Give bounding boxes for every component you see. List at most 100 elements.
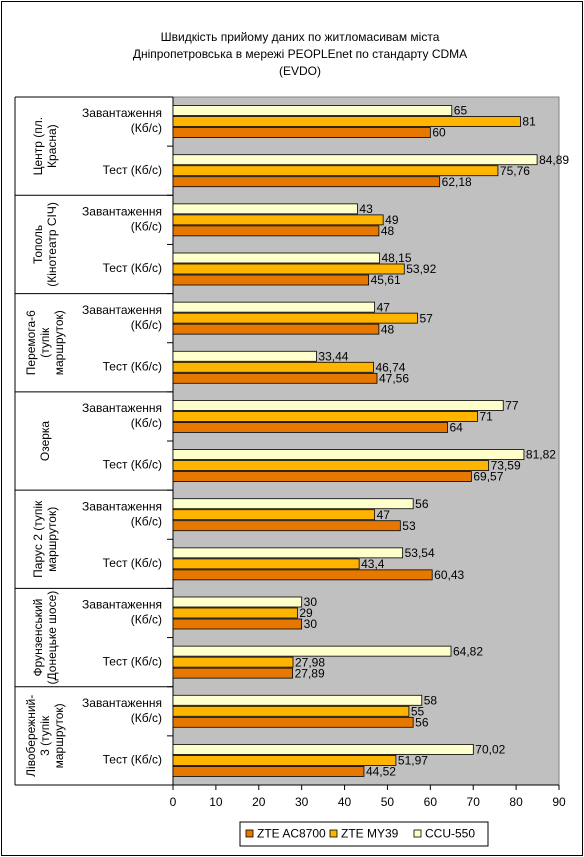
value-label: 57: [419, 311, 433, 325]
category-label: (Кб/с): [131, 711, 162, 725]
category-label: (Кб/с): [131, 416, 162, 430]
bar: [172, 361, 374, 373]
value-label: 51,97: [398, 754, 428, 768]
bar: [172, 301, 375, 313]
value-label: 75,76: [500, 164, 530, 178]
value-label: 77: [505, 399, 519, 413]
category-label: Завантаження: [82, 401, 162, 415]
bar: [172, 323, 380, 335]
bar: [172, 225, 380, 237]
value-label: 81: [522, 115, 536, 129]
x-tick-label: 60: [424, 795, 438, 809]
value-label: 71: [480, 410, 494, 424]
value-label: 70,02: [475, 743, 505, 757]
value-label: 69,57: [473, 470, 503, 484]
chart-title: Дніпропетровська в мережі PEOPLEnet по с…: [133, 47, 467, 61]
value-label: 49: [385, 213, 399, 227]
legend-label: ZTE AC8700: [257, 827, 326, 841]
bar: [172, 350, 317, 362]
value-label: 53,92: [406, 262, 436, 276]
bar: [172, 422, 448, 433]
bar: [172, 569, 433, 581]
group-label: Озерка: [38, 421, 52, 462]
x-tick-label: 80: [509, 795, 523, 809]
group-label: Красна): [45, 124, 59, 168]
bar: [172, 252, 380, 264]
category-label: Тест (Кб/с): [103, 458, 162, 472]
bar: [172, 547, 404, 559]
group-label: Лівобережний-: [24, 695, 38, 777]
bar: [172, 411, 478, 422]
category-label: (Кб/с): [131, 121, 162, 135]
legend-swatch: [245, 829, 254, 838]
value-label: 30: [304, 617, 318, 631]
bar: [172, 667, 294, 679]
bar: [172, 498, 414, 510]
value-label: 48,15: [382, 251, 412, 265]
value-label: 53: [402, 519, 416, 533]
value-label: 56: [415, 715, 429, 729]
group-label: Центр (пл.: [31, 117, 45, 176]
value-label: 62,18: [442, 175, 472, 189]
bar: [172, 607, 298, 619]
value-label: 73,59: [491, 459, 521, 473]
bar: [172, 471, 472, 482]
bar: [172, 372, 378, 384]
bar: [172, 214, 384, 226]
value-label: 84,89: [539, 153, 569, 167]
x-tick-label: 10: [209, 795, 223, 809]
value-label: 60,43: [434, 568, 464, 582]
category-label: Тест (Кб/с): [103, 163, 162, 177]
category-label: (Кб/с): [131, 220, 162, 234]
chart-title: Швидкість прийому даних по житломасивам …: [161, 30, 440, 44]
group-label: Фрунзенський: [31, 599, 45, 677]
group-label: Перемога-6: [24, 310, 38, 375]
bar: [172, 165, 499, 177]
value-label: 29: [299, 606, 313, 620]
value-label: 64: [449, 421, 463, 435]
value-label: 55: [411, 704, 425, 718]
bar: [172, 203, 358, 215]
category-label: Завантаження: [82, 598, 162, 612]
group-label: маршруток): [45, 507, 59, 572]
x-tick-label: 0: [170, 795, 177, 809]
bar: [172, 449, 525, 460]
bar: [172, 618, 303, 630]
value-label: 44,52: [366, 765, 396, 779]
bar: [172, 744, 474, 755]
group-label: (тупік: [38, 327, 52, 358]
category-label: Тест (Кб/с): [103, 556, 162, 570]
category-label: (Кб/с): [131, 613, 162, 627]
bar: [172, 460, 490, 471]
group-label: 3 (тупік: [38, 715, 52, 756]
value-label: 47: [377, 508, 391, 522]
x-tick-label: 20: [252, 795, 266, 809]
bar: [172, 509, 375, 521]
value-label: 48: [381, 224, 395, 238]
category-label: Тест (Кб/с): [103, 261, 162, 275]
x-tick-label: 50: [381, 795, 395, 809]
bar: [172, 596, 303, 608]
x-tick-label: 70: [467, 795, 481, 809]
bar: [172, 520, 401, 532]
value-label: 27,98: [295, 655, 325, 669]
bar: [172, 755, 397, 766]
category-label: (Кб/с): [131, 514, 162, 528]
value-label: 65: [454, 104, 468, 118]
bar: [172, 176, 441, 188]
bar: [172, 694, 423, 706]
category-label: Тест (Кб/с): [103, 359, 162, 373]
category-label: Тест (Кб/с): [103, 654, 162, 668]
group-label: маршруток): [52, 703, 66, 768]
value-label: 60: [432, 126, 446, 140]
category-label: Завантаження: [82, 696, 162, 710]
value-label: 47: [377, 300, 391, 314]
x-tick-label: 30: [295, 795, 309, 809]
value-label: 64,82: [453, 644, 483, 658]
category-label: Завантаження: [82, 303, 162, 317]
x-tick-label: 90: [552, 795, 566, 809]
legend-swatch: [413, 829, 422, 838]
group-label: (Кінотеатр СІЧ): [45, 202, 59, 287]
bar: [172, 274, 370, 286]
value-label: 33,44: [318, 349, 348, 363]
